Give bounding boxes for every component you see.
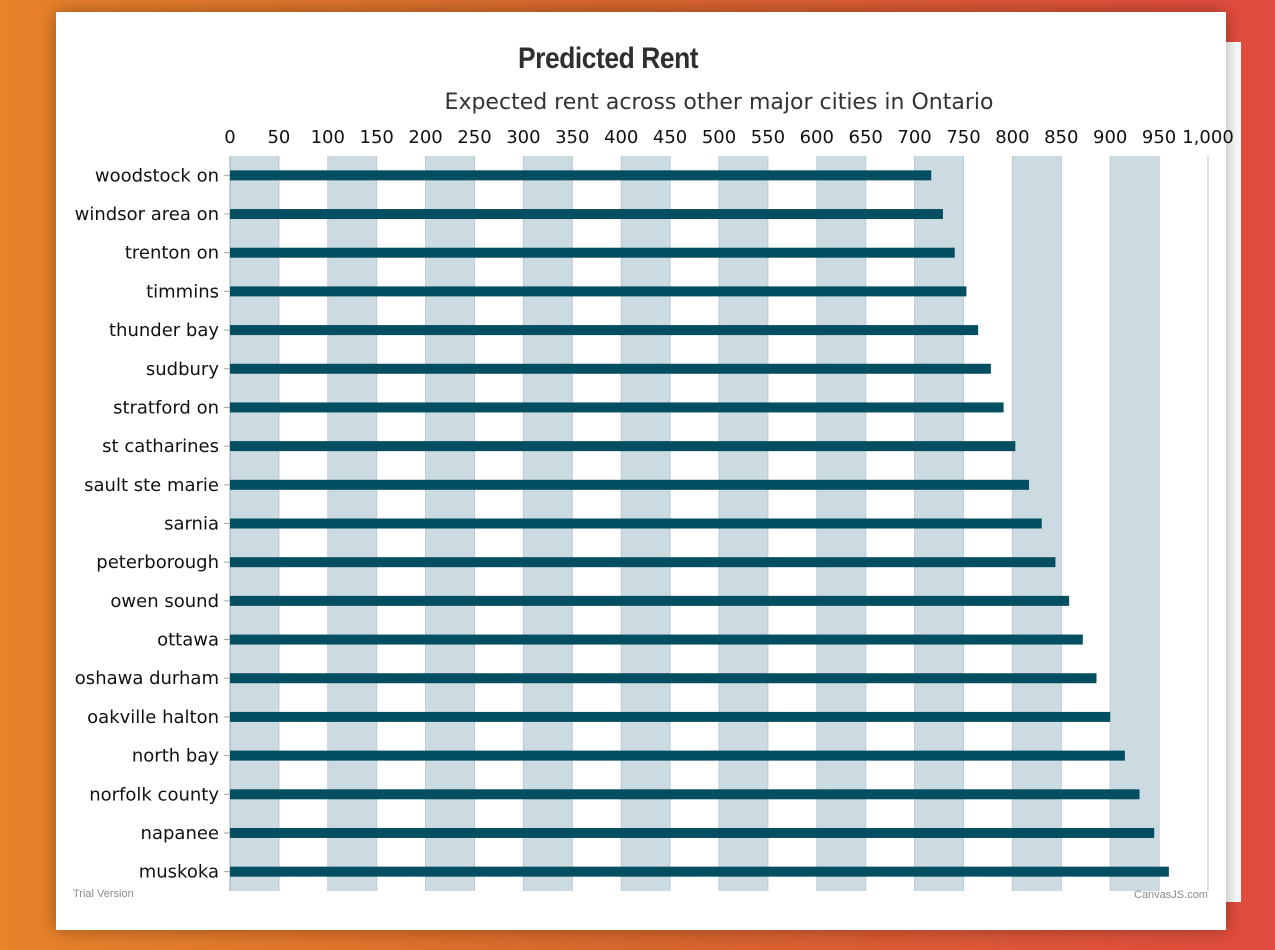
- bar[interactable]: [230, 170, 932, 181]
- x-tick-label: 350: [555, 127, 589, 148]
- x-tick-label: 100: [311, 127, 345, 148]
- x-tick-label: 150: [360, 127, 394, 148]
- category-label: sarnia: [164, 514, 219, 535]
- bar[interactable]: [230, 827, 1155, 838]
- x-tick-label: 50: [267, 127, 290, 148]
- bar[interactable]: [230, 402, 1004, 413]
- bar[interactable]: [230, 557, 1056, 568]
- bar[interactable]: [230, 518, 1042, 529]
- category-label: oakville halton: [87, 707, 219, 728]
- category-label: st catharines: [102, 436, 219, 457]
- x-tick-label: 450: [653, 127, 687, 148]
- category-label: timmins: [146, 281, 219, 302]
- x-tick-label: 800: [995, 127, 1029, 148]
- x-tick-label: 400: [604, 127, 638, 148]
- category-label: sault ste marie: [84, 475, 219, 496]
- bar[interactable]: [230, 325, 979, 336]
- chart-subtitle: Expected rent across other major cities …: [444, 90, 994, 115]
- category-label: north bay: [132, 746, 219, 767]
- x-tick-label: 1,000: [1182, 127, 1234, 148]
- chart-title: Predicted Rent: [517, 42, 699, 75]
- x-tick-label: 550: [751, 127, 785, 148]
- category-label: owen sound: [110, 591, 219, 612]
- bar-series: [230, 170, 1169, 877]
- category-label: trenton on: [125, 243, 219, 264]
- category-label: norfolk county: [89, 784, 219, 805]
- grid-band: [1110, 156, 1160, 891]
- x-tick-label: 200: [408, 127, 442, 148]
- category-label: muskoka: [139, 862, 219, 883]
- x-tick-label: 0: [224, 127, 235, 148]
- bar[interactable]: [230, 286, 967, 297]
- category-label: woodstock on: [95, 165, 219, 186]
- category-label: oshawa durham: [75, 668, 219, 689]
- bar[interactable]: [230, 789, 1140, 800]
- bar[interactable]: [230, 479, 1030, 490]
- x-tick-label: 750: [946, 127, 980, 148]
- bar[interactable]: [230, 363, 991, 374]
- category-label: peterborough: [96, 552, 219, 573]
- bar[interactable]: [230, 673, 1097, 684]
- category-label: windsor area on: [75, 204, 219, 225]
- x-tick-label: 850: [1044, 127, 1078, 148]
- bar[interactable]: [230, 750, 1125, 761]
- bar[interactable]: [230, 634, 1083, 645]
- trial-watermark: Trial Version: [73, 888, 134, 900]
- bar[interactable]: [230, 247, 955, 258]
- category-label: ottawa: [157, 630, 219, 651]
- x-tick-label: 600: [800, 127, 834, 148]
- bar[interactable]: [230, 595, 1070, 606]
- x-tick-label: 650: [849, 127, 883, 148]
- bar[interactable]: [230, 866, 1169, 877]
- background-panel: [1226, 42, 1241, 902]
- x-tick-label: 250: [457, 127, 491, 148]
- credit-link[interactable]: CanvasJS.com: [1134, 889, 1208, 901]
- x-tick-label: 900: [1093, 127, 1127, 148]
- category-label: stratford on: [113, 397, 219, 418]
- x-tick-label: 500: [702, 127, 736, 148]
- x-tick-label: 300: [506, 127, 540, 148]
- category-label: napanee: [141, 823, 219, 844]
- bar[interactable]: [230, 441, 1016, 452]
- category-label: sudbury: [146, 359, 219, 380]
- y-axis-categories: woodstock on windsor area on trenton on tim…: [75, 165, 220, 882]
- x-tick-label: 950: [1142, 127, 1176, 148]
- x-tick-label: 700: [897, 127, 931, 148]
- category-label: thunder bay: [109, 320, 219, 341]
- bar[interactable]: [230, 711, 1111, 722]
- bar[interactable]: [230, 209, 943, 220]
